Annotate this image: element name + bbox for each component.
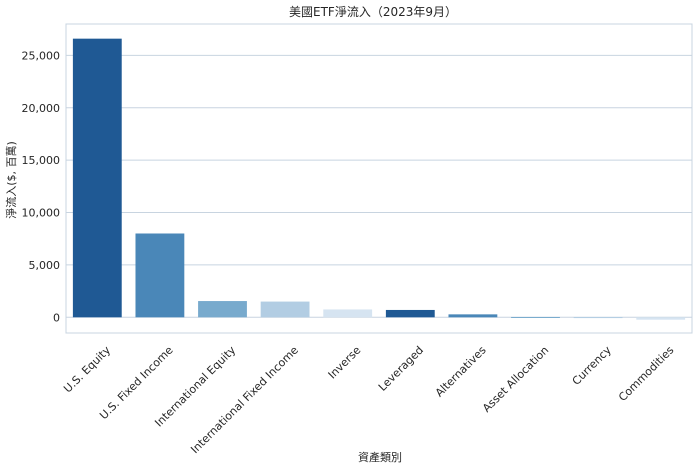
y-tick-label: 5,000 [29,259,61,272]
bar [636,317,686,320]
x-tick-label: Currency [570,343,615,388]
x-tick-label: U.S. Equity [61,343,113,395]
bars [72,38,686,320]
x-tick-label: Alternatives [433,343,489,399]
bar [511,316,560,318]
y-axis-label: 淨流入($, 百萬) [4,141,18,219]
x-tick-label: Inverse [326,343,364,381]
bar [72,38,122,318]
chart-title: 美國ETF淨流入（2023年9月） [289,5,457,19]
bar [323,309,373,318]
plot-frame [65,23,693,334]
bar [448,314,498,318]
bar [385,309,435,318]
x-tick-label: Leveraged [376,344,426,394]
y-tick-label: 10,000 [22,207,61,220]
y-tick-label: 0 [53,311,60,324]
y-tick-labels: 0 5,000 10,000 15,000 20,000 25,000 [22,49,61,324]
y-tick-label: 20,000 [22,102,61,115]
x-tick-label: Asset Allocation [480,344,551,415]
bar [198,301,247,318]
bar [573,317,623,319]
y-tick-label: 25,000 [22,49,61,62]
y-tick-label: 15,000 [22,154,61,167]
x-axis-label: 資產類別 [358,450,402,464]
x-tick-label: Commodities [616,343,677,404]
x-tick-label: International Fixed Income [188,343,301,456]
bar [135,233,185,318]
bar [260,301,310,318]
